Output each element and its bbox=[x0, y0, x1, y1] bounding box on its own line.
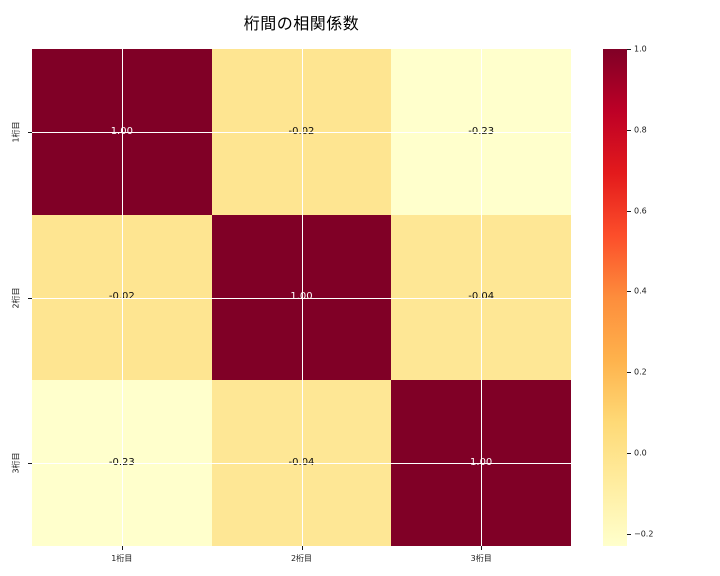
chart-title: 桁間の相関係数 bbox=[243, 14, 360, 33]
colorbar-tick bbox=[627, 453, 631, 455]
gridline-vertical bbox=[481, 49, 483, 546]
colorbar-tick bbox=[627, 210, 631, 212]
colorbar-tick-label: 0.6 bbox=[634, 206, 647, 216]
x-tick-label: 2桁目 bbox=[290, 554, 313, 563]
cell-value: 1.00 bbox=[111, 126, 133, 137]
heatmap-grid: 1.00-0.02-0.23-0.021.00-0.04-0.23-0.041.… bbox=[32, 49, 571, 546]
heatmap-cell: 1.00 bbox=[211, 214, 392, 381]
colorbar-tick-label: 0.4 bbox=[634, 286, 647, 296]
colorbar-tick bbox=[627, 49, 631, 50]
gridline-horizontal bbox=[32, 297, 571, 299]
cell-value: -0.02 bbox=[289, 126, 315, 137]
x-tick bbox=[121, 546, 123, 550]
cell-value: 1.00 bbox=[290, 292, 312, 302]
gridline-horizontal bbox=[32, 463, 571, 465]
y-tick bbox=[28, 297, 32, 299]
colorbar-tick-label: 0.8 bbox=[634, 125, 647, 135]
y-tick-label: 1桁目 bbox=[11, 121, 21, 143]
colorbar-tick bbox=[627, 129, 631, 131]
y-tick bbox=[28, 463, 32, 465]
x-tick bbox=[301, 546, 303, 550]
y-tick-label: 2桁目 bbox=[11, 286, 21, 309]
colorbar-tick-label: 0.2 bbox=[634, 367, 647, 377]
x-tick-label: 3桁目 bbox=[470, 554, 492, 563]
x-tick-label: 1桁目 bbox=[111, 554, 133, 563]
cell-value: -0.04 bbox=[289, 458, 315, 468]
colorbar-tick bbox=[627, 291, 631, 293]
colorbar-tick-label: −0.2 bbox=[634, 529, 654, 539]
colorbar bbox=[603, 49, 627, 546]
colorbar-tick bbox=[627, 372, 631, 374]
y-tick-label: 3桁目 bbox=[11, 452, 21, 474]
colorbar-tick bbox=[627, 533, 631, 535]
colorbar-tick-label: 0.0 bbox=[634, 448, 647, 458]
colorbar-tick-label: 1.0 bbox=[634, 44, 647, 54]
y-tick bbox=[28, 131, 32, 133]
x-tick bbox=[481, 546, 483, 550]
